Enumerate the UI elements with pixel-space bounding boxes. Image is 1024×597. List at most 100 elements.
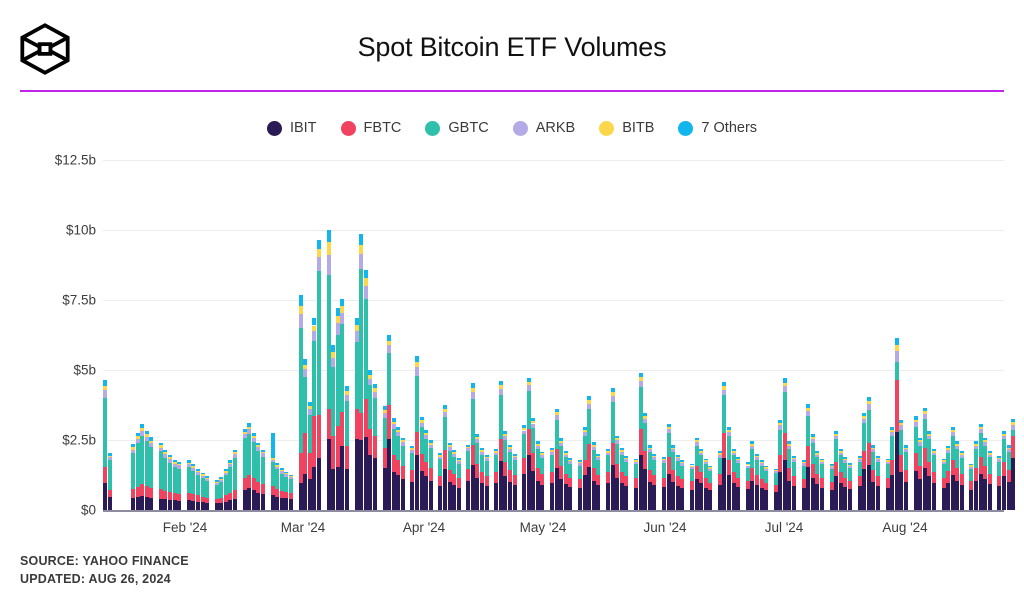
bar-stack[interactable] xyxy=(987,450,992,510)
bar-stack[interactable] xyxy=(344,386,349,510)
bar-stack[interactable] xyxy=(382,405,387,510)
bar-stack[interactable] xyxy=(354,317,359,510)
legend-item-bitb[interactable]: BITB xyxy=(599,120,654,136)
bar-stack[interactable] xyxy=(331,344,336,510)
bar-stack[interactable] xyxy=(1011,418,1016,510)
bar-stack[interactable] xyxy=(326,230,331,510)
bar-stack[interactable] xyxy=(927,430,932,510)
bar-stack[interactable] xyxy=(442,405,447,510)
bar-stack[interactable] xyxy=(606,448,611,510)
bar-stack[interactable] xyxy=(507,445,512,510)
bar-stack[interactable] xyxy=(913,416,918,510)
bar-stack[interactable] xyxy=(899,419,904,510)
bar-stack[interactable] xyxy=(666,423,671,510)
bar-stack[interactable] xyxy=(750,441,755,510)
bar-stack[interactable] xyxy=(466,444,471,510)
bar-stack[interactable] xyxy=(634,458,639,510)
bar-stack[interactable] xyxy=(596,454,601,510)
bar-stack[interactable] xyxy=(316,239,321,510)
bar-stack[interactable] xyxy=(754,453,759,510)
bar-stack[interactable] xyxy=(428,440,433,510)
bar-stack[interactable] xyxy=(801,460,806,510)
bar-stack[interactable] xyxy=(955,441,960,510)
bar-stack[interactable] xyxy=(885,458,890,510)
bar-stack[interactable] xyxy=(787,441,792,510)
bar-stack[interactable] xyxy=(819,458,824,510)
bar-stack[interactable] xyxy=(205,476,210,510)
bar-stack[interactable] xyxy=(759,460,764,510)
bar-stack[interactable] xyxy=(782,378,787,510)
bar-stack[interactable] xyxy=(615,435,620,510)
bar-stack[interactable] xyxy=(857,455,862,510)
bar-stack[interactable] xyxy=(806,404,811,510)
bar-stack[interactable] xyxy=(931,448,936,510)
bar-stack[interactable] xyxy=(512,453,517,510)
bar-stack[interactable] xyxy=(950,426,955,510)
bar-stack[interactable] xyxy=(144,430,149,510)
bar-stack[interactable] xyxy=(890,427,895,510)
bar-stack[interactable] xyxy=(186,460,191,510)
bar-stack[interactable] xyxy=(135,433,140,510)
bar-stack[interactable] xyxy=(675,454,680,510)
bar-stack[interactable] xyxy=(997,455,1002,510)
bar-stack[interactable] xyxy=(228,460,233,510)
bar-stack[interactable] xyxy=(843,457,848,510)
bar-stack[interactable] xyxy=(363,269,368,510)
bar-stack[interactable] xyxy=(894,337,899,510)
bar-stack[interactable] xyxy=(838,448,843,510)
bar-stack[interactable] xyxy=(307,401,312,510)
bar-stack[interactable] xyxy=(163,449,168,510)
bar-stack[interactable] xyxy=(829,464,834,510)
bar-stack[interactable] xyxy=(1006,445,1011,510)
bar-stack[interactable] xyxy=(419,417,424,510)
bar-stack[interactable] xyxy=(591,442,596,510)
bar-stack[interactable] xyxy=(191,464,196,510)
bar-stack[interactable] xyxy=(503,431,508,510)
bar-stack[interactable] xyxy=(247,423,252,510)
bar-stack[interactable] xyxy=(303,359,308,510)
bar-stack[interactable] xyxy=(312,318,317,510)
bar-stack[interactable] xyxy=(834,430,839,510)
bar-stack[interactable] xyxy=(415,356,419,510)
bar-stack[interactable] xyxy=(168,454,172,510)
bar-stack[interactable] xyxy=(251,432,256,510)
bar-stack[interactable] xyxy=(578,460,583,510)
bar-stack[interactable] xyxy=(359,234,364,510)
bar-stack[interactable] xyxy=(494,448,499,510)
bar-stack[interactable] xyxy=(158,442,163,510)
bar-stack[interactable] xyxy=(200,472,205,510)
bar-stack[interactable] xyxy=(396,426,401,510)
bar-stack[interactable] xyxy=(862,412,867,510)
bar-stack[interactable] xyxy=(535,441,540,510)
bar-stack[interactable] xyxy=(214,480,219,510)
bar-stack[interactable] xyxy=(219,477,224,510)
bar-stack[interactable] xyxy=(400,437,405,510)
bar-stack[interactable] xyxy=(903,445,908,510)
bar-stack[interactable] xyxy=(480,447,484,510)
bar-stack[interactable] xyxy=(810,433,815,510)
bar-stack[interactable] xyxy=(680,460,685,510)
bar-stack[interactable] xyxy=(540,451,545,510)
bar-stack[interactable] xyxy=(866,397,871,510)
bar-stack[interactable] xyxy=(340,298,345,510)
bar-stack[interactable] xyxy=(974,441,978,510)
bar-stack[interactable] xyxy=(582,426,587,510)
bar-stack[interactable] xyxy=(130,444,135,510)
bar-stack[interactable] xyxy=(563,450,568,510)
bar-stack[interactable] xyxy=(368,369,373,510)
bar-stack[interactable] xyxy=(959,451,964,510)
bar-stack[interactable] xyxy=(484,454,489,510)
bar-stack[interactable] xyxy=(871,445,876,510)
bar-stack[interactable] xyxy=(918,437,923,510)
legend-item-7-others[interactable]: 7 Others xyxy=(678,120,757,136)
bar-stack[interactable] xyxy=(717,451,722,510)
legend-item-ibit[interactable]: IBIT xyxy=(266,120,317,136)
bar-stack[interactable] xyxy=(703,458,708,510)
bar-stack[interactable] xyxy=(722,382,727,510)
bar-stack[interactable] xyxy=(559,438,564,510)
bar-stack[interactable] xyxy=(847,462,852,510)
bar-stack[interactable] xyxy=(288,474,293,510)
bar-stack[interactable] xyxy=(387,335,392,510)
bar-stack[interactable] xyxy=(172,459,177,510)
bar-stack[interactable] xyxy=(671,445,676,510)
